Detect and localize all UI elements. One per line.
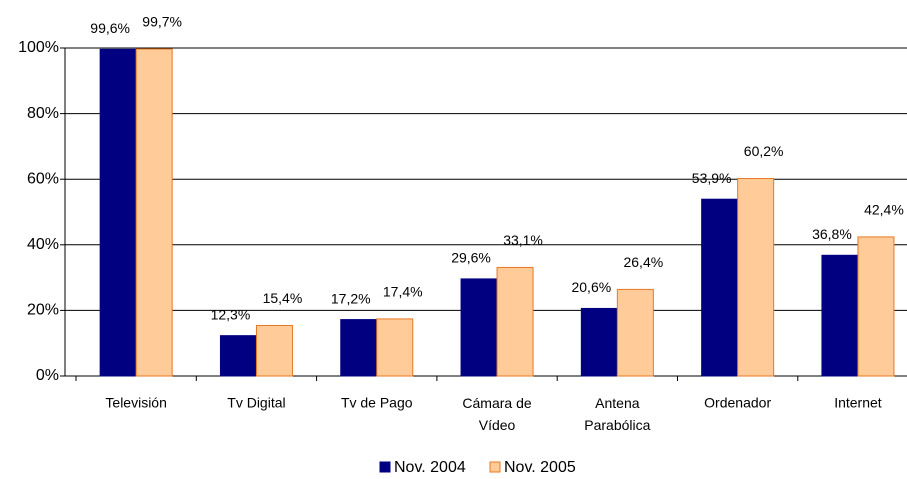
value-label: 42,4% (864, 202, 904, 218)
legend-label: Nov. 2004 (394, 459, 466, 476)
bar (135, 48, 173, 377)
y-tick-label: 80% (27, 105, 59, 122)
value-label: 29,6% (451, 250, 491, 266)
legend-swatch (489, 461, 501, 473)
value-label: 60,2% (744, 143, 784, 159)
bar (219, 335, 257, 377)
x-tick-label: Televisión (105, 395, 166, 411)
y-tick-label: 20% (27, 302, 59, 319)
value-label: 17,2% (331, 290, 371, 306)
bar (821, 254, 859, 377)
bar (737, 178, 775, 377)
bar (857, 236, 895, 377)
bar (701, 198, 739, 377)
value-label: 36,8% (812, 226, 852, 242)
bar (616, 288, 654, 377)
value-label: 17,4% (383, 284, 423, 300)
y-tick-label: 40% (27, 236, 59, 253)
y-tick-label: 0% (36, 367, 59, 384)
bar (340, 319, 378, 377)
x-tick-label: Cámara de Vídeo (462, 395, 531, 433)
value-label: 53,9% (692, 170, 732, 186)
legend-label: Nov. 2005 (504, 459, 576, 476)
bar (580, 307, 618, 377)
y-tick-label: 60% (27, 170, 59, 187)
value-label: 26,4% (623, 254, 663, 270)
bar (99, 48, 137, 377)
value-label: 33,1% (503, 232, 543, 248)
value-label: 12,3% (211, 306, 251, 322)
legend-swatch (379, 461, 391, 473)
x-tick-label: Ordenador (704, 395, 771, 411)
x-tick-label: Tv de Pago (341, 395, 413, 411)
x-tick-label: Antena Parabólica (584, 395, 650, 433)
value-label: 15,4% (263, 290, 303, 306)
bar (496, 266, 534, 377)
bar (376, 318, 414, 377)
bar (460, 278, 498, 377)
value-label: 99,6% (90, 20, 130, 36)
y-tick-label: 100% (18, 39, 59, 56)
x-tick-label: Tv Digital (227, 395, 285, 411)
x-tick-label: Internet (834, 395, 882, 411)
value-label: 99,7% (142, 14, 182, 30)
bar (255, 324, 293, 377)
value-label: 20,6% (571, 279, 611, 295)
